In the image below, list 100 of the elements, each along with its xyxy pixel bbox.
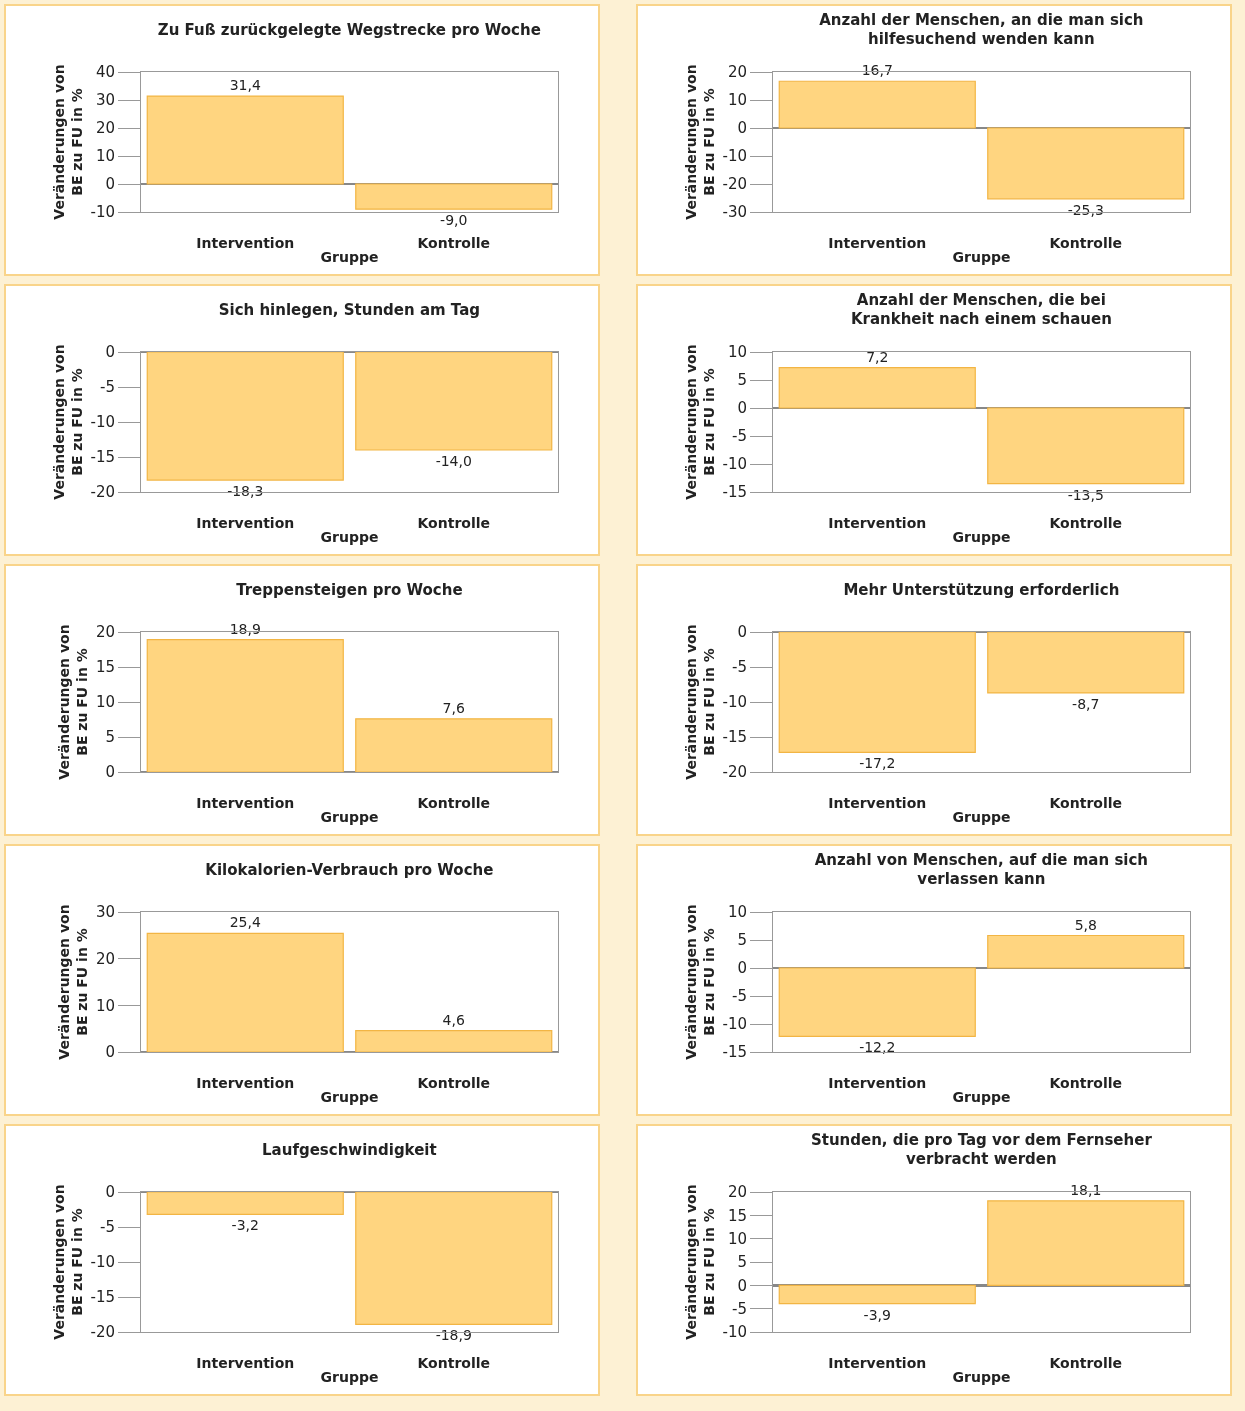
y-tick-label: -10 — [90, 1253, 115, 1272]
x-axis-title: Gruppe — [320, 809, 379, 826]
x-axis-title: Gruppe — [320, 249, 379, 266]
chart-title: Anzahl von Menschen, auf die man sich verlassen kann — [814, 850, 1149, 889]
x-tick-label: Intervention — [828, 794, 927, 811]
x-tick-label: Intervention — [828, 1074, 927, 1091]
y-tick-label: 20 — [95, 119, 115, 138]
x-tick-label: Intervention — [196, 794, 295, 811]
data-label: -14,0 — [435, 453, 472, 469]
y-tick-label: -10 — [722, 147, 747, 166]
x-tick-label: Kontrolle — [417, 234, 490, 251]
y-tick-label: 10 — [727, 343, 747, 362]
x-tick-label: Intervention — [828, 1354, 927, 1371]
y-tick-label: -10 — [90, 203, 115, 222]
y-tick-label: -5 — [732, 427, 747, 446]
x-axis-title: Gruppe — [320, 1089, 379, 1106]
x-axis-title: Gruppe — [952, 529, 1011, 546]
y-tick-label: -5 — [732, 987, 747, 1006]
y-tick-label: 5 — [737, 1253, 747, 1272]
x-tick-label: Kontrolle — [1049, 514, 1122, 531]
y-tick-label: 0 — [105, 763, 115, 782]
chart-title: Kilokalorien-Verbrauch pro Woche — [205, 861, 494, 880]
chart-title: Zu Fuß zurückgelegte Wegstrecke pro Woche — [157, 21, 541, 40]
y-axis-title: Veränderungen von BE zu FU in % — [682, 344, 718, 500]
data-label: -3,2 — [231, 1217, 259, 1234]
y-tick-label: 0 — [737, 1276, 747, 1295]
x-tick-label: Kontrolle — [417, 1074, 490, 1091]
x-tick-label: Kontrolle — [1049, 234, 1122, 251]
y-tick-label: 0 — [737, 399, 747, 418]
y-axis-title: Veränderungen von BE zu FU in % — [50, 64, 86, 220]
y-tick-label: -5 — [100, 378, 115, 397]
x-axis-title: Gruppe — [320, 529, 379, 546]
data-label: -17,2 — [859, 755, 896, 772]
y-tick-label: 0 — [105, 343, 115, 362]
y-tick-label: -20 — [90, 483, 115, 502]
chart-title: Laufgeschwindigkeit — [262, 1141, 437, 1160]
y-tick-label: 0 — [105, 1183, 115, 1202]
data-label: -12,2 — [859, 1039, 896, 1056]
chart-title: Mehr Unterstützung erforderlich — [843, 581, 1120, 600]
y-tick-label: -5 — [732, 1299, 747, 1318]
y-tick-label: -30 — [722, 203, 747, 222]
data-label: 7,2 — [866, 348, 889, 365]
x-tick-label: Kontrolle — [417, 1354, 490, 1371]
data-label: 25,4 — [229, 914, 261, 931]
chart-title: Stunden, die pro Tag vor dem Fernseher verbracht werden — [810, 1130, 1153, 1169]
x-tick-label: Kontrolle — [1049, 794, 1122, 811]
y-tick-label: 20 — [95, 949, 115, 968]
x-axis-title: Gruppe — [952, 809, 1011, 826]
y-axis-title: Veränderungen von BE zu FU in % — [682, 1184, 718, 1340]
y-tick-label: -15 — [722, 483, 747, 502]
chart-title: Anzahl der Menschen, die bei Krankheit nach einem schauen — [850, 290, 1112, 329]
y-tick-label: 5 — [737, 931, 747, 950]
y-tick-label: -20 — [722, 763, 747, 782]
y-tick-label: 20 — [727, 1183, 747, 1202]
data-label: -13,5 — [1067, 486, 1104, 503]
x-tick-label: Intervention — [196, 1074, 295, 1091]
y-axis-title: Veränderungen von BE zu FU in % — [682, 624, 718, 780]
y-tick-label: 0 — [105, 175, 115, 194]
y-tick-label: 0 — [737, 119, 747, 138]
data-label: 4,6 — [442, 1011, 465, 1028]
y-tick-label: -5 — [732, 658, 747, 677]
y-tick-label: -15 — [722, 728, 747, 747]
data-label: -9,0 — [440, 212, 468, 229]
y-tick-label: 30 — [95, 91, 115, 110]
y-tick-label: -20 — [90, 1323, 115, 1342]
y-tick-label: 10 — [727, 903, 747, 922]
y-tick-label: -20 — [722, 175, 747, 194]
y-tick-label: 30 — [95, 903, 115, 922]
y-axis-title: Veränderungen von BE zu FU in % — [682, 904, 718, 1060]
data-label: 5,8 — [1074, 916, 1097, 933]
y-tick-label: -10 — [90, 413, 115, 432]
y-tick-label: 10 — [95, 996, 115, 1015]
data-label: 7,6 — [442, 699, 465, 716]
y-tick-label: -15 — [90, 448, 115, 467]
y-tick-label: 20 — [727, 63, 747, 82]
y-tick-label: -10 — [722, 693, 747, 712]
data-label: 18,9 — [229, 620, 261, 637]
y-tick-label: 0 — [737, 959, 747, 978]
y-tick-label: -15 — [90, 1288, 115, 1307]
y-tick-label: 0 — [105, 1043, 115, 1062]
y-axis-title: Veränderungen von BE zu FU in % — [50, 1184, 86, 1340]
x-tick-label: Intervention — [196, 1354, 295, 1371]
x-axis-title: Gruppe — [320, 1369, 379, 1386]
y-axis-title: Veränderungen von BE zu FU in % — [56, 624, 91, 780]
y-tick-label: 20 — [95, 623, 115, 642]
y-tick-label: -10 — [722, 1015, 747, 1034]
y-tick-label: 0 — [737, 623, 747, 642]
y-tick-label: 40 — [95, 63, 115, 82]
chart-title: Sich hinlegen, Stunden am Tag — [218, 301, 481, 320]
y-tick-label: -15 — [722, 1043, 747, 1062]
x-tick-label: Kontrolle — [417, 794, 490, 811]
x-tick-label: Intervention — [828, 234, 927, 251]
y-tick-label: -10 — [722, 455, 747, 474]
y-tick-label: 10 — [727, 1229, 747, 1248]
y-axis-title: Veränderungen von BE zu FU in % — [682, 64, 718, 220]
y-tick-label: 10 — [95, 147, 115, 166]
x-tick-label: Kontrolle — [1049, 1074, 1122, 1091]
chart-title: Treppensteigen pro Woche — [236, 581, 463, 600]
data-label: -3,9 — [863, 1306, 891, 1323]
y-tick-label: 15 — [95, 658, 115, 677]
